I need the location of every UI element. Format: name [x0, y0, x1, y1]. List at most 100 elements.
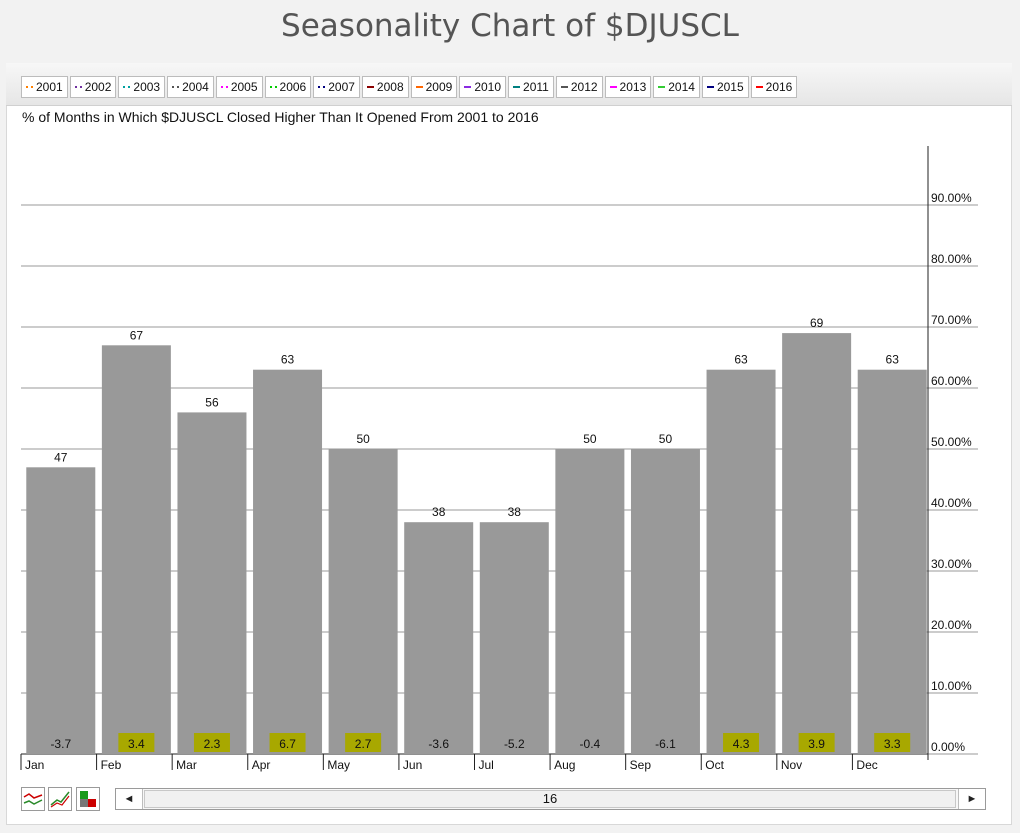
trend-chart-glyph	[50, 791, 70, 808]
legend-item-2003[interactable]: 2003	[118, 76, 166, 98]
legend-swatch	[609, 86, 617, 88]
scroll-thumb[interactable]: 16	[144, 790, 956, 808]
line-chart-icon[interactable]	[21, 787, 45, 811]
y-tick-label: 30.00%	[931, 557, 972, 571]
avg-change-badge	[269, 733, 306, 752]
legend-swatch	[658, 86, 666, 88]
x-tick-label: Jan	[25, 758, 44, 772]
bar-value-label: 50	[356, 432, 370, 446]
legend-item-2004[interactable]: 2004	[167, 76, 214, 98]
legend-label: 2001	[36, 80, 63, 94]
bar-may	[328, 449, 398, 754]
legend-item-2014[interactable]: 2014	[653, 76, 700, 98]
legend-swatch	[172, 86, 180, 88]
bar-mar	[177, 412, 247, 754]
bar-jun	[404, 522, 474, 754]
legend-item-2010[interactable]: 2010	[459, 76, 507, 98]
x-tick-label: Jun	[403, 758, 422, 772]
bar-sep	[630, 449, 700, 754]
avg-change-label: 3.3	[884, 737, 901, 751]
avg-change-badge	[798, 733, 835, 752]
bar-jan	[26, 467, 96, 754]
y-tick-label: 40.00%	[931, 496, 972, 510]
legend-label: 2011	[523, 80, 549, 94]
legend-label: 2005	[230, 80, 258, 94]
avg-change-label: 3.9	[808, 737, 825, 751]
bar-aug	[555, 449, 625, 754]
x-tick-label: Jul	[479, 758, 494, 772]
legend-label: 2012	[570, 80, 598, 94]
x-tick-label: Sep	[630, 758, 652, 772]
avg-change-badge	[723, 733, 760, 752]
legend-item-2001[interactable]: 2001	[21, 76, 68, 98]
bar-value-label: 69	[810, 316, 824, 330]
x-tick-label: Oct	[705, 758, 724, 772]
bar-apr	[253, 369, 323, 754]
legend-item-2016[interactable]: 2016	[750, 76, 798, 98]
y-tick-label: 50.00%	[931, 435, 972, 449]
legend-label: 2006	[279, 80, 307, 94]
y-tick-label: 60.00%	[931, 374, 972, 388]
legend-label: 2015	[716, 80, 744, 94]
scroll-left-button[interactable]: ◄	[116, 789, 143, 809]
bar-value-label: 38	[432, 505, 446, 519]
legend-swatch	[415, 86, 423, 88]
avg-change-badge	[345, 733, 382, 752]
x-tick-label: Aug	[554, 758, 575, 772]
legend-swatch	[560, 86, 568, 88]
legend-label: 2010	[474, 80, 502, 94]
bar-value-label: 50	[659, 432, 673, 446]
legend-label: 2003	[133, 80, 161, 94]
legend-item-2005[interactable]: 2005	[215, 76, 263, 98]
avg-change-label: 6.7	[279, 737, 296, 751]
trend-chart-icon[interactable]	[48, 787, 72, 811]
legend-label: 2002	[84, 80, 112, 94]
x-tick-label: May	[327, 758, 350, 772]
legend-item-2012[interactable]: 2012	[555, 76, 603, 98]
year-scrollbar[interactable]: ◄ 16 ►	[115, 788, 986, 810]
avg-change-label: 3.4	[128, 737, 145, 751]
line-chart-glyph	[23, 793, 43, 805]
bar-value-label: 63	[734, 353, 748, 367]
legend-item-2015[interactable]: 2015	[701, 76, 749, 98]
avg-change-label: 2.7	[355, 737, 372, 751]
bar-value-label: 50	[583, 432, 597, 446]
avg-change-badge	[874, 733, 911, 752]
avg-change-label: -3.7	[50, 737, 71, 751]
bar-value-label: 67	[130, 328, 144, 342]
bar-jul	[479, 522, 549, 754]
legend-swatch	[513, 86, 521, 88]
legend-item-2006[interactable]: 2006	[264, 76, 312, 98]
legend-item-2011[interactable]: 2011	[508, 76, 554, 98]
legend-item-2007[interactable]: 2007	[313, 76, 360, 98]
page-title: Seasonality Chart of $DJUSCL	[0, 0, 1020, 56]
y-tick-label: 80.00%	[931, 252, 972, 266]
avg-change-label: -3.6	[428, 737, 449, 751]
bar-value-label: 63	[281, 353, 295, 367]
legend-swatch	[755, 86, 763, 88]
legend-item-2013[interactable]: 2013	[604, 76, 652, 98]
x-tick-label: Dec	[856, 758, 877, 772]
x-tick-label: Apr	[252, 758, 271, 772]
bar-value-label: 38	[508, 505, 522, 519]
legend-swatch	[706, 86, 714, 88]
scroll-right-button[interactable]: ►	[958, 789, 985, 809]
avg-change-label: -0.4	[580, 737, 601, 751]
y-tick-label: 20.00%	[931, 618, 972, 632]
y-tick-label: 70.00%	[931, 313, 972, 327]
legend-item-2002[interactable]: 2002	[69, 76, 117, 98]
avg-change-label: 4.3	[733, 737, 750, 751]
legend-swatch	[220, 86, 228, 88]
legend-swatch	[366, 86, 374, 88]
x-tick-label: Nov	[781, 758, 802, 772]
legend-label: 2009	[425, 80, 453, 94]
bar-toggle-glyph	[80, 791, 96, 807]
bar-toggle-icon[interactable]	[76, 787, 100, 811]
x-tick-label: Feb	[101, 758, 122, 772]
bar-feb	[101, 345, 171, 754]
bar-nov	[782, 333, 852, 754]
legend-item-2008[interactable]: 2008	[361, 76, 409, 98]
legend-swatch	[269, 86, 277, 88]
legend-item-2009[interactable]: 2009	[410, 76, 458, 98]
x-tick-label: Mar	[176, 758, 197, 772]
